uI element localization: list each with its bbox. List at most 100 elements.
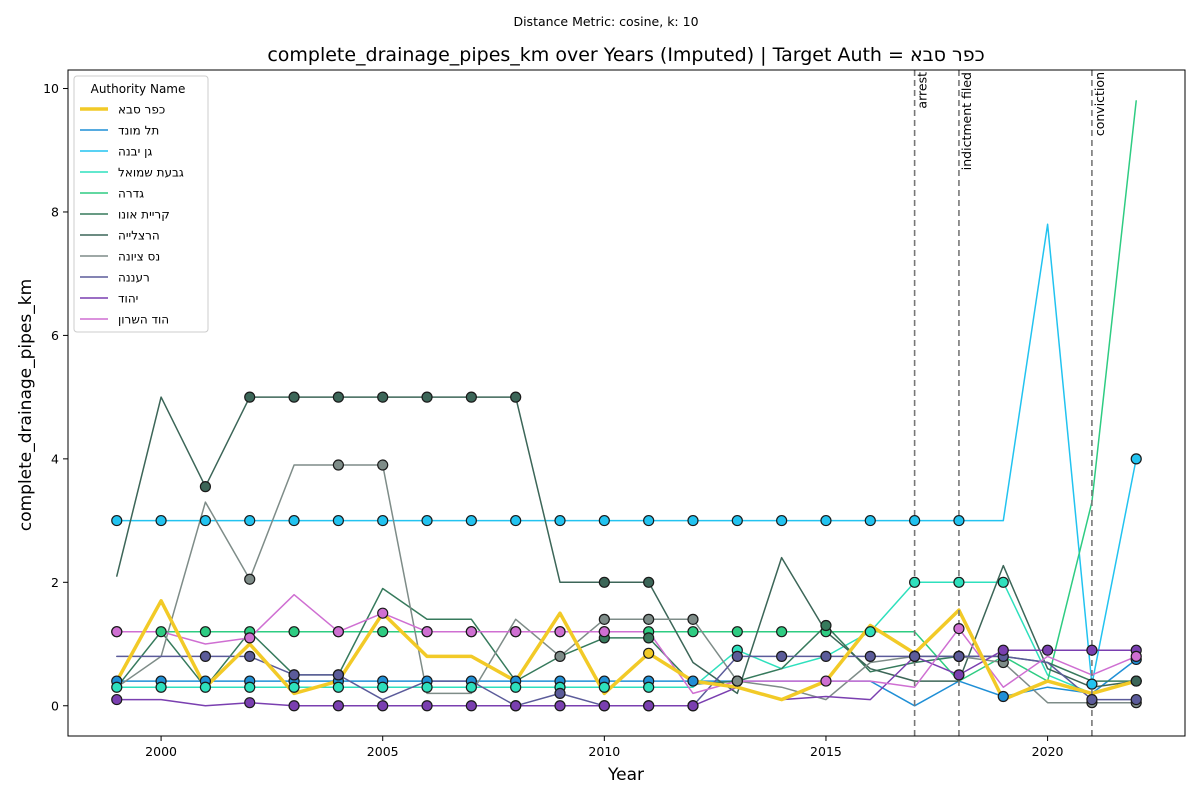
imputed-point-9 xyxy=(953,650,965,662)
imputed-point-10 xyxy=(111,693,123,706)
series-line-2 xyxy=(116,658,1137,707)
imputed-point-4 xyxy=(199,681,212,693)
imputed-point-1 xyxy=(643,647,655,659)
imputed-point-7 xyxy=(510,391,522,403)
imputed-point-9 xyxy=(864,650,876,662)
y-axis-label: complete_drainage_pipes_km xyxy=(16,279,36,531)
imputed-point-10 xyxy=(510,700,522,712)
series-line-3 xyxy=(116,223,1137,685)
imputed-point-3 xyxy=(199,514,212,527)
imputed-point-11 xyxy=(421,626,433,638)
imputed-point-10 xyxy=(1041,644,1054,656)
imputed-point-4 xyxy=(997,576,1009,588)
imputed-point-5 xyxy=(731,626,743,638)
imputed-point-7 xyxy=(465,391,477,403)
imputed-point-4 xyxy=(288,681,300,693)
imputed-point-9 xyxy=(1086,693,1098,706)
x-tick-label: 2000 xyxy=(145,744,177,759)
legend-label: גבעת שמואל xyxy=(118,166,184,180)
imputed-point-8 xyxy=(554,650,566,662)
imputed-point-3 xyxy=(776,514,788,527)
imputed-point-4 xyxy=(510,681,522,693)
series-line-11 xyxy=(116,593,1137,695)
imputed-point-7 xyxy=(377,391,389,403)
event-label: arrest xyxy=(915,72,930,109)
imputed-point-11 xyxy=(598,626,610,638)
x-tick-label: 2020 xyxy=(1032,744,1064,759)
x-tick-label: 2010 xyxy=(588,744,620,759)
legend-box xyxy=(73,75,209,333)
imputed-point-3 xyxy=(820,514,832,527)
imputed-point-4 xyxy=(465,681,477,693)
imputed-point-7 xyxy=(1130,675,1142,687)
imputed-point-7 xyxy=(643,576,655,588)
legend-label: יהוד xyxy=(118,292,138,306)
y-tick-label: 10 xyxy=(43,81,59,96)
legend-label: רעננה xyxy=(118,271,150,285)
imputed-point-10 xyxy=(997,644,1009,656)
imputed-point-4 xyxy=(909,576,921,588)
axes-frame xyxy=(67,69,1186,737)
imputed-point-5 xyxy=(377,626,389,638)
chart-title: complete_drainage_pipes_km over Years (I… xyxy=(267,44,984,66)
imputed-point-9 xyxy=(244,650,256,662)
imputed-point-3 xyxy=(643,514,655,527)
imputed-point-3 xyxy=(377,514,389,527)
imputed-point-3 xyxy=(465,514,477,527)
series-line-8 xyxy=(116,464,1137,704)
imputed-point-10 xyxy=(288,700,300,712)
y-tick-label: 2 xyxy=(51,575,59,590)
imputed-point-5 xyxy=(288,626,300,638)
x-tick-label: 2015 xyxy=(810,744,842,759)
imputed-point-3 xyxy=(288,514,300,527)
series-line-1 xyxy=(115,599,1138,702)
imputed-point-8 xyxy=(687,613,699,625)
imputed-point-4 xyxy=(111,681,123,693)
imputed-point-11 xyxy=(465,626,477,638)
imputed-point-9 xyxy=(731,650,743,662)
series-line-7 xyxy=(116,396,1137,695)
imputed-point-9 xyxy=(332,669,344,681)
imputed-point-8 xyxy=(643,613,655,625)
legend-label: גדרה xyxy=(118,187,144,201)
imputed-point-3 xyxy=(332,514,344,527)
imputed-point-10 xyxy=(1086,644,1098,656)
imputed-point-11 xyxy=(953,623,965,635)
imputed-point-10 xyxy=(377,700,389,712)
imputed-point-4 xyxy=(332,681,344,693)
imputed-point-5 xyxy=(155,626,167,638)
imputed-point-11 xyxy=(332,626,344,638)
imputed-point-6 xyxy=(820,619,832,632)
imputed-point-11 xyxy=(244,632,256,644)
plot-area: arrest indictment filed conviction xyxy=(111,70,1142,736)
imputed-point-11 xyxy=(111,626,123,638)
imputed-point-3 xyxy=(598,514,610,527)
y-tick-label: 8 xyxy=(51,204,59,219)
imputed-point-4 xyxy=(377,681,389,693)
imputed-point-2 xyxy=(687,675,699,687)
imputed-point-3 xyxy=(554,514,566,527)
imputed-point-4 xyxy=(864,626,876,638)
imputed-point-9 xyxy=(199,650,212,662)
imputed-point-3 xyxy=(1086,678,1098,690)
imputed-point-4 xyxy=(155,681,167,693)
imputed-point-5 xyxy=(199,626,212,638)
imputed-point-3 xyxy=(244,514,256,527)
legend-label: הרצלייה xyxy=(118,229,160,243)
imputed-point-8 xyxy=(598,613,610,625)
y-tick-label: 6 xyxy=(51,328,59,343)
legend-label: קריית אונו xyxy=(118,208,170,222)
imputed-point-3 xyxy=(1130,453,1142,465)
imputed-point-7 xyxy=(244,391,256,403)
imputed-point-10 xyxy=(421,700,433,712)
x-axis: 2000 2005 2010 2015 2020 xyxy=(145,736,1064,759)
imputed-point-9 xyxy=(909,650,921,662)
event-label: conviction xyxy=(1092,72,1107,136)
imputed-point-4 xyxy=(421,681,433,693)
imputed-point-10 xyxy=(332,700,344,712)
imputed-point-8 xyxy=(332,459,344,471)
x-tick-label: 2005 xyxy=(367,744,399,759)
legend-title: Authority Name xyxy=(91,82,186,96)
imputed-point-10 xyxy=(643,700,655,712)
